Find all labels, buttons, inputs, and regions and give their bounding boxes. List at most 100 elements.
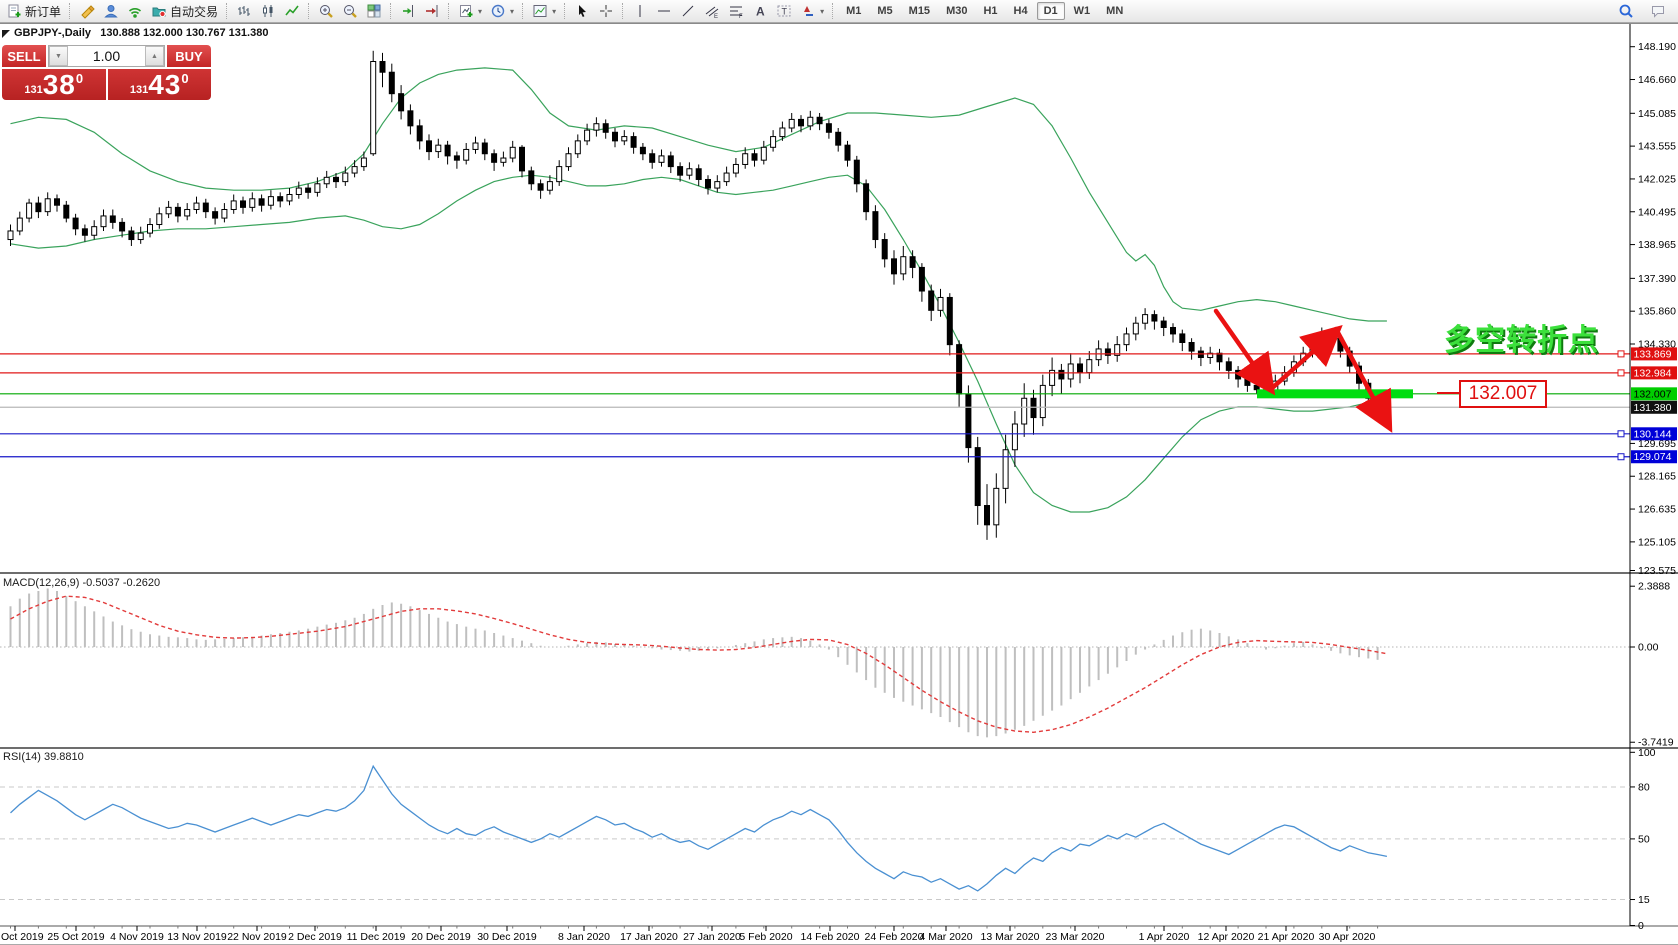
toolbar-right (1614, 0, 1678, 22)
panel-collapse-arrow[interactable] (2, 30, 10, 38)
volume-value[interactable]: 1.00 (92, 48, 121, 64)
date-label: 17 Jan 2020 (620, 931, 678, 943)
tf-m15[interactable]: M15 (908, 5, 931, 17)
tf-h4[interactable]: H4 (1013, 5, 1028, 17)
horizontal-line-button[interactable] (652, 0, 676, 22)
volume-decrease-button[interactable]: ▼ (49, 46, 68, 66)
turning-point-annotation[interactable]: 多空转折点 (1444, 324, 1599, 357)
candle-bullish (509, 146, 516, 159)
macd-title: MACD(12,26,9) (3, 577, 80, 589)
trend-arrow-2[interactable] (1267, 325, 1343, 393)
candle-bearish (119, 221, 126, 232)
candle-bullish (435, 144, 442, 153)
volume-increase-button[interactable]: ▲ (145, 46, 164, 66)
chat-icon (1650, 3, 1666, 19)
candle-bullish (267, 196, 274, 206)
templates-button[interactable]: ▾ (528, 0, 560, 22)
price-badge (1631, 366, 1677, 380)
trend-arrow-1[interactable] (1213, 308, 1276, 396)
buy-button[interactable]: BUY (167, 45, 211, 67)
tf-d1[interactable]: D1 (1036, 2, 1065, 20)
tf-mn[interactable]: MN (1106, 5, 1124, 17)
lower-line-2-handle[interactable] (1617, 453, 1625, 461)
metaeditor-button[interactable] (75, 0, 99, 22)
tf-m30[interactable]: M30 (946, 5, 968, 17)
support-price-callout[interactable]: 132.007 (1459, 380, 1547, 408)
support-band[interactable] (1257, 389, 1413, 399)
tf-w1[interactable]: W1 (1073, 5, 1091, 17)
ask-price-display[interactable]: 131 43 0 (107, 68, 211, 100)
chat-button[interactable] (1646, 0, 1670, 22)
candle-bullish (1011, 423, 1018, 451)
channel-button[interactable]: E (700, 0, 724, 22)
fibonacci-button[interactable]: F (724, 0, 748, 22)
clock-icon (490, 3, 506, 19)
tile-windows-button[interactable] (362, 0, 386, 22)
candle-bullish (193, 202, 200, 211)
person-icon (103, 3, 119, 19)
price-tick-label: 128.165 (1638, 471, 1676, 483)
chart-shift-button[interactable] (396, 0, 420, 22)
candle-bullish (1049, 369, 1056, 386)
line-chart-button[interactable] (280, 0, 304, 22)
auto-scroll-button[interactable] (420, 0, 444, 22)
tf-h1[interactable]: H1 (983, 5, 998, 17)
candle-bullish (714, 181, 721, 189)
signal-icon (127, 3, 143, 19)
candlestick-button[interactable] (256, 0, 280, 22)
crosshair-icon (598, 3, 614, 19)
trend-arrow-3[interactable] (1333, 326, 1393, 433)
macd-label: MACD(12,26,9) -0.5037 -0.2620 (3, 577, 160, 589)
candle-bullish (165, 206, 172, 215)
crosshair-button[interactable] (594, 0, 618, 22)
new-order-button[interactable]: 新订单 (2, 0, 65, 22)
toolbar: 新订单 自动交易 ▾ ▾ ▾ E F A T ▾ M1 M5 M15 M30 H1 H4 D1 W1 MN (0, 0, 1678, 23)
candle-bearish (891, 258, 897, 275)
search-button[interactable] (1614, 0, 1638, 22)
vertical-line-button[interactable] (628, 0, 652, 22)
candle-bullish (351, 166, 358, 174)
text-button[interactable]: A (748, 0, 772, 22)
candle-bullish (1207, 352, 1214, 359)
tf-m1[interactable]: M1 (846, 5, 862, 17)
candle-bullish (100, 215, 107, 228)
text-label-button[interactable]: T (772, 0, 796, 22)
toolbar-separator (226, 3, 228, 19)
resistance-line-2-handle[interactable] (1617, 369, 1625, 377)
macd-scale-label: 0.00 (1638, 642, 1659, 654)
price-badge (1631, 427, 1677, 441)
sell-button[interactable]: SELL (2, 45, 46, 67)
date-label: 13 Nov 2019 (167, 931, 227, 943)
candle-bearish (695, 168, 702, 180)
bid-big-figure: 131 (24, 84, 43, 96)
candle-bearish (128, 230, 135, 241)
cursor-button[interactable] (570, 0, 594, 22)
date-label: 23 Mar 2020 (1046, 931, 1105, 943)
toolbar-group-objects: E F A T ▾ (628, 0, 828, 22)
svg-text:T: T (782, 7, 788, 17)
candle-bearish (481, 142, 488, 155)
profiles-button[interactable]: ▾ (486, 0, 518, 22)
candle-bearish (453, 155, 460, 161)
ask-pips: 43 (148, 68, 182, 100)
candle-bullish (91, 226, 98, 236)
arrows-button[interactable]: ▾ (796, 0, 828, 22)
resistance-line-1-handle[interactable] (1617, 350, 1625, 358)
candle-bullish (546, 181, 553, 191)
lower-line-1-handle[interactable] (1617, 430, 1625, 438)
trendline-button[interactable] (676, 0, 700, 22)
tf-m5[interactable]: M5 (877, 5, 893, 17)
signals-button[interactable] (123, 0, 147, 22)
bid-price-display[interactable]: 131 38 0 (2, 69, 106, 100)
autotrade-button[interactable]: 自动交易 (147, 0, 222, 22)
bar-chart-button[interactable] (232, 0, 256, 22)
zoom-in-icon (318, 3, 334, 19)
zoom-in-button[interactable] (314, 0, 338, 22)
auto-scroll-icon (424, 3, 440, 19)
date-label: 30 Apr 2020 (1319, 931, 1376, 943)
zoom-out-button[interactable] (338, 0, 362, 22)
rsi-title: RSI(14) (3, 751, 41, 763)
community-button[interactable] (99, 0, 123, 22)
new-chart-button[interactable]: ▾ (454, 0, 486, 22)
candle-bearish (444, 144, 451, 157)
